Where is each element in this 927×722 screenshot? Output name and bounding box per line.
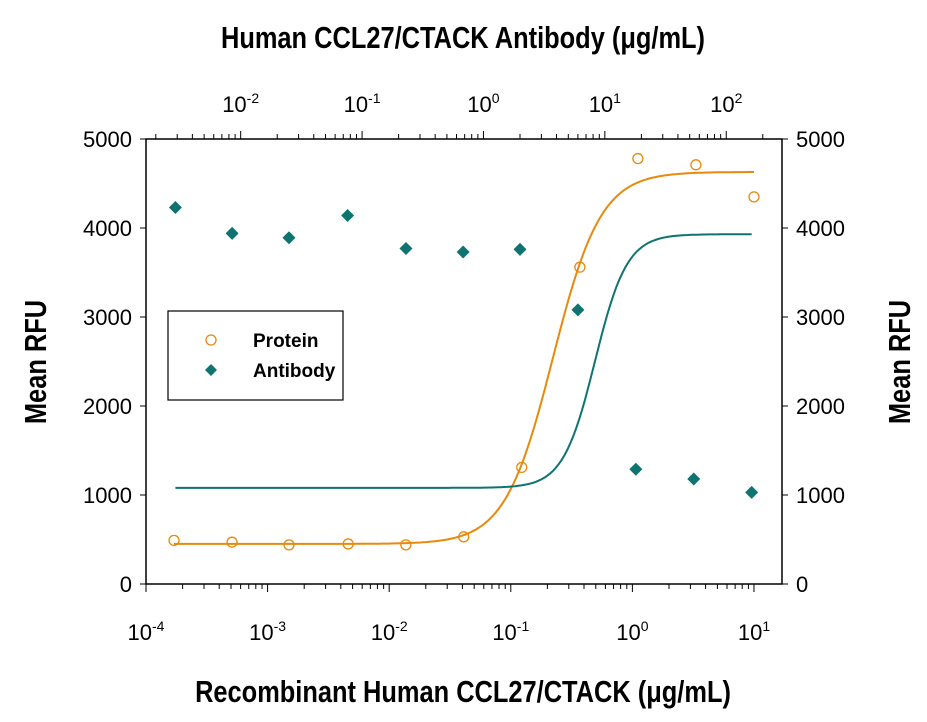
y-left-tick-label: 3000 <box>83 305 132 330</box>
legend-antibody-label: Antibody <box>253 361 336 382</box>
protein-data-point <box>400 539 412 551</box>
protein-data-point <box>458 531 470 543</box>
y-left-tick-label: 4000 <box>83 216 132 241</box>
top-axis-title: Human CCL27/CTACK Antibody (μg/mL) <box>221 21 705 56</box>
x-bottom-tick-label: 100 <box>616 618 648 645</box>
x-bottom-tick-label: 101 <box>738 618 770 645</box>
x-bottom-tick-label: 10-3 <box>249 618 286 645</box>
axes: 10-4 10-3 10-2 10-1 100 101 10-2 10-1 100 101 102 0… <box>83 90 845 645</box>
x-top-tick-label: 101 <box>589 90 621 117</box>
plot-frame <box>145 138 783 585</box>
protein-data-point <box>283 539 295 551</box>
y-left-tick-label: 5000 <box>83 127 132 152</box>
antibody-data-point <box>168 201 182 215</box>
antibody-data-point <box>282 231 296 245</box>
chart-title: Human CCL27/CTACK Antibody (μg/mL) <box>221 21 705 56</box>
y-axis-title-right: Mean RFU <box>883 300 918 424</box>
x-top-tick-label: 102 <box>710 90 742 117</box>
y-right-tick-label: 0 <box>796 572 808 597</box>
data-points <box>168 152 760 551</box>
antibody-data-point <box>687 472 701 486</box>
antibody-data-point <box>513 242 527 256</box>
y-right-tick-label: 3000 <box>796 305 845 330</box>
protein-data-point <box>632 152 644 165</box>
y-left-tick-label: 2000 <box>83 394 132 419</box>
legend-protein-label: Protein <box>253 331 318 352</box>
x-top-tick-label: 10-2 <box>222 90 259 117</box>
antibody-data-point <box>399 241 413 255</box>
antibody-data-point <box>629 462 643 476</box>
protein-data-point <box>690 159 702 171</box>
y-right-tick-label: 1000 <box>796 483 845 508</box>
y-left-tick-label: 0 <box>120 572 132 597</box>
x-bottom-tick-label: 10-2 <box>371 618 408 645</box>
protein-data-point <box>516 461 528 474</box>
antibody-data-point <box>341 209 355 223</box>
x-bottom-tick-label: 10-4 <box>128 618 165 645</box>
y-axis-title-left: Mean RFU <box>19 300 54 424</box>
protein-data-point <box>574 261 586 273</box>
fit-curves <box>174 171 754 545</box>
protein-data-point <box>342 538 354 550</box>
antibody-fit-curve <box>175 233 752 489</box>
protein-data-point <box>748 191 760 203</box>
y-right-tick-label: 5000 <box>796 127 845 152</box>
protein-fit-curve <box>174 171 754 545</box>
y-left-tick-label: 1000 <box>83 483 132 508</box>
x-axis-title: Recombinant Human CCL27/CTACK (μg/mL) <box>195 675 731 710</box>
y-right-tick-label: 2000 <box>796 394 845 419</box>
legend: Protein Antibody <box>167 310 344 401</box>
x-bottom-tick-label: 10-1 <box>492 618 529 645</box>
legend-box <box>167 310 344 401</box>
legend-protein-marker <box>205 334 217 346</box>
antibody-data-point <box>456 245 470 259</box>
legend-antibody-marker <box>205 364 217 376</box>
antibody-data-point <box>571 303 585 317</box>
protein-data-point <box>226 536 238 548</box>
antibody-data-point <box>745 485 759 499</box>
y-right-tick-label: 4000 <box>796 216 845 241</box>
x-top-tick-label: 10-1 <box>344 90 381 117</box>
antibody-data-point <box>225 226 239 240</box>
x-top-tick-label: 100 <box>467 90 499 117</box>
protein-data-point <box>168 534 180 547</box>
